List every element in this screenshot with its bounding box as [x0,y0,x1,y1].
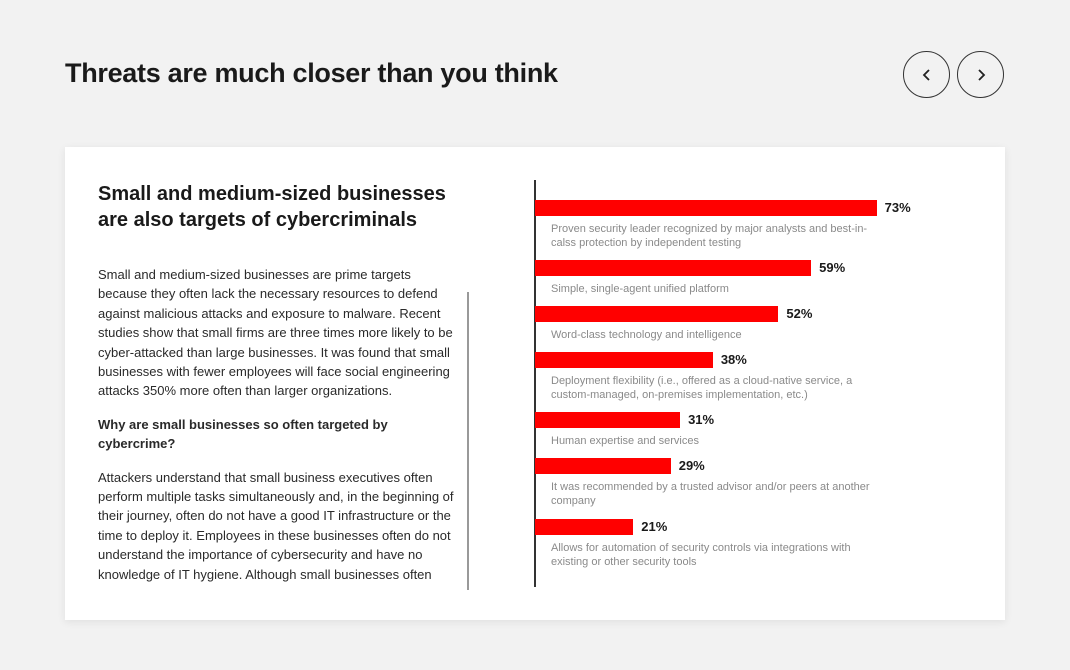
bar [535,412,681,428]
data-label: 21% [641,519,668,534]
category-label: Deployment flexibility (i.e., offered as… [551,375,853,401]
article-body[interactable]: Small and medium-sized businesses are pr… [98,265,463,587]
bar [535,200,877,216]
chevron-left-icon [922,68,930,81]
bar [535,260,812,276]
content-card: Small and medium-sized businesses are al… [65,147,1005,620]
chart-axis [534,180,536,587]
bar [535,519,634,535]
category-label: Human expertise and services [551,435,699,447]
data-label: 38% [720,352,747,367]
chevron-right-icon [977,68,985,81]
data-label: 31% [688,412,715,427]
paragraph: Small and medium-sized businesses are pr… [98,267,453,399]
bar [535,306,779,322]
bar [535,458,671,474]
category-label: Simple, single-agent unified platform [551,283,729,295]
paragraph: Attackers understand that small business… [98,469,454,587]
category-label: Proven security leader recognized by maj… [551,223,868,249]
data-label: 52% [786,306,813,321]
next-button[interactable] [957,51,1004,98]
category-label: Word-class technology and intelligence [551,329,742,341]
data-label: 29% [678,458,705,473]
category-label: Allows for automation of security contro… [551,542,851,568]
data-label: 73% [884,200,911,215]
page-title: Threats are much closer than you think [65,58,558,88]
article-heading: Small and medium-sized businesses are al… [98,183,446,231]
bar [535,352,713,368]
scrollbar[interactable] [467,292,469,590]
data-label: 59% [819,260,846,275]
category-label: It was recommended by a trusted advisor … [551,481,870,507]
previous-button[interactable] [903,51,950,98]
subheading: Why are small businesses so often target… [98,416,388,452]
